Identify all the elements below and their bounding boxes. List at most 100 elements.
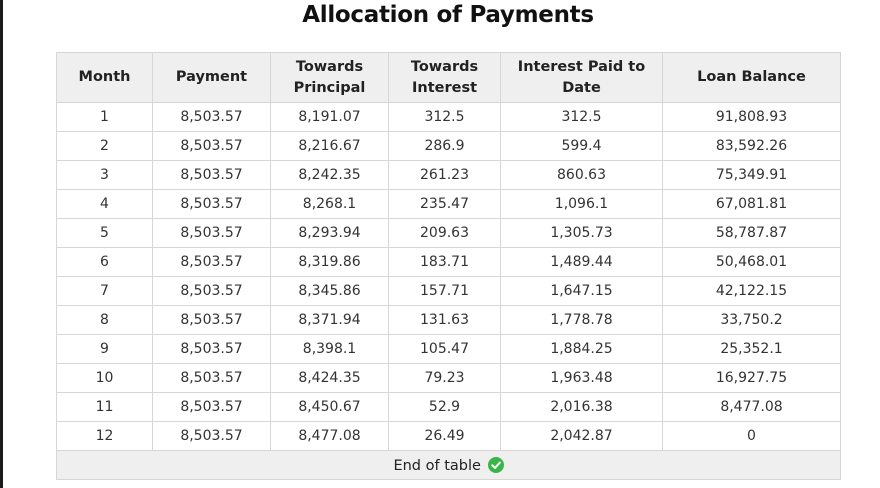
table-footer: End of table <box>56 450 841 480</box>
cell-towards-principal: 8,477.08 <box>270 421 389 451</box>
col-header-towards-principal: Towards Principal <box>270 52 389 103</box>
col-header-loan-balance: Loan Balance <box>662 52 841 103</box>
cell-payment: 8,503.57 <box>152 363 271 393</box>
cell-interest-paid-to-date: 312.5 <box>500 102 663 132</box>
cell-towards-principal: 8,345.86 <box>270 276 389 306</box>
cell-month: 9 <box>56 334 153 364</box>
cell-month: 6 <box>56 247 153 277</box>
table-row: 9 8,503.57 8,398.1 105.47 1,884.25 25,352.1 <box>56 334 841 364</box>
cell-loan-balance: 25,352.1 <box>662 334 841 364</box>
table-row: 11 8,503.57 8,450.67 52.9 2,016.38 8,477.08 <box>56 392 841 422</box>
cell-interest-paid-to-date: 1,647.15 <box>500 276 663 306</box>
cell-towards-interest: 131.63 <box>388 305 501 335</box>
col-header-payment: Payment <box>152 52 271 103</box>
footer-row: End of table <box>56 450 841 480</box>
cell-towards-principal: 8,398.1 <box>270 334 389 364</box>
table-row: 6 8,503.57 8,319.86 183.71 1,489.44 50,468.01 <box>56 247 841 277</box>
table-row: 12 8,503.57 8,477.08 26.49 2,042.87 0 <box>56 421 841 451</box>
cell-loan-balance: 16,927.75 <box>662 363 841 393</box>
cell-towards-principal: 8,242.35 <box>270 160 389 190</box>
cell-payment: 8,503.57 <box>152 102 271 132</box>
cell-payment: 8,503.57 <box>152 305 271 335</box>
cell-payment: 8,503.57 <box>152 218 271 248</box>
cell-month: 5 <box>56 218 153 248</box>
col-header-towards-interest: Towards Interest <box>388 52 501 103</box>
cell-month: 4 <box>56 189 153 219</box>
cell-month: 3 <box>56 160 153 190</box>
window-edge <box>0 0 3 488</box>
table-row: 4 8,503.57 8,268.1 235.47 1,096.1 67,081.81 <box>56 189 841 219</box>
cell-month: 11 <box>56 392 153 422</box>
cell-towards-principal: 8,371.94 <box>270 305 389 335</box>
cell-payment: 8,503.57 <box>152 247 271 277</box>
cell-payment: 8,503.57 <box>152 131 271 161</box>
table-row: 3 8,503.57 8,242.35 261.23 860.63 75,349.91 <box>56 160 841 190</box>
cell-towards-principal: 8,216.67 <box>270 131 389 161</box>
table-row: 7 8,503.57 8,345.86 157.71 1,647.15 42,122.15 <box>56 276 841 306</box>
cell-interest-paid-to-date: 1,305.73 <box>500 218 663 248</box>
cell-towards-interest: 52.9 <box>388 392 501 422</box>
cell-towards-interest: 105.47 <box>388 334 501 364</box>
cell-interest-paid-to-date: 2,042.87 <box>500 421 663 451</box>
table-header: Month Payment Towards Principal Towards … <box>56 52 841 103</box>
col-header-interest-paid-to-date: Interest Paid to Date <box>500 52 663 103</box>
table-row: 10 8,503.57 8,424.35 79.23 1,963.48 16,927.75 <box>56 363 841 393</box>
cell-loan-balance: 58,787.87 <box>662 218 841 248</box>
cell-interest-paid-to-date: 860.63 <box>500 160 663 190</box>
cell-towards-principal: 8,319.86 <box>270 247 389 277</box>
page-title: Allocation of Payments <box>302 2 594 28</box>
cell-loan-balance: 75,349.91 <box>662 160 841 190</box>
table-body: 1 8,503.57 8,191.07 312.5 312.5 91,808.93 2 8,5… <box>56 102 841 451</box>
cell-towards-principal: 8,424.35 <box>270 363 389 393</box>
end-of-table-cell: End of table <box>56 450 841 480</box>
cell-towards-interest: 157.71 <box>388 276 501 306</box>
table-row: 1 8,503.57 8,191.07 312.5 312.5 91,808.93 <box>56 102 841 132</box>
cell-interest-paid-to-date: 2,016.38 <box>500 392 663 422</box>
end-of-table-label: End of table <box>393 457 481 474</box>
cell-loan-balance: 50,468.01 <box>662 247 841 277</box>
cell-payment: 8,503.57 <box>152 334 271 364</box>
cell-loan-balance: 33,750.2 <box>662 305 841 335</box>
cell-payment: 8,503.57 <box>152 276 271 306</box>
cell-payment: 8,503.57 <box>152 160 271 190</box>
cell-towards-principal: 8,450.67 <box>270 392 389 422</box>
cell-towards-principal: 8,293.94 <box>270 218 389 248</box>
cell-loan-balance: 8,477.08 <box>662 392 841 422</box>
table-row: 2 8,503.57 8,216.67 286.9 599.4 83,592.26 <box>56 131 841 161</box>
cell-loan-balance: 67,081.81 <box>662 189 841 219</box>
cell-towards-interest: 183.71 <box>388 247 501 277</box>
cell-month: 1 <box>56 102 153 132</box>
cell-interest-paid-to-date: 1,489.44 <box>500 247 663 277</box>
table-row: 8 8,503.57 8,371.94 131.63 1,778.78 33,750.2 <box>56 305 841 335</box>
cell-towards-interest: 235.47 <box>388 189 501 219</box>
cell-month: 2 <box>56 131 153 161</box>
cell-loan-balance: 83,592.26 <box>662 131 841 161</box>
cell-towards-interest: 79.23 <box>388 363 501 393</box>
col-header-month: Month <box>56 52 153 103</box>
cell-interest-paid-to-date: 1,963.48 <box>500 363 663 393</box>
cell-towards-principal: 8,191.07 <box>270 102 389 132</box>
cell-towards-principal: 8,268.1 <box>270 189 389 219</box>
cell-interest-paid-to-date: 599.4 <box>500 131 663 161</box>
cell-towards-interest: 312.5 <box>388 102 501 132</box>
cell-payment: 8,503.57 <box>152 421 271 451</box>
cell-towards-interest: 286.9 <box>388 131 501 161</box>
allocation-table: Month Payment Towards Principal Towards … <box>56 52 841 480</box>
cell-towards-interest: 261.23 <box>388 160 501 190</box>
cell-payment: 8,503.57 <box>152 189 271 219</box>
cell-towards-interest: 26.49 <box>388 421 501 451</box>
cell-month: 8 <box>56 305 153 335</box>
table-row: 5 8,503.57 8,293.94 209.63 1,305.73 58,787.87 <box>56 218 841 248</box>
cell-month: 12 <box>56 421 153 451</box>
cell-interest-paid-to-date: 1,778.78 <box>500 305 663 335</box>
cell-loan-balance: 42,122.15 <box>662 276 841 306</box>
cell-month: 7 <box>56 276 153 306</box>
cell-month: 10 <box>56 363 153 393</box>
cell-payment: 8,503.57 <box>152 392 271 422</box>
header-row: Month Payment Towards Principal Towards … <box>56 52 841 103</box>
cell-loan-balance: 91,808.93 <box>662 102 841 132</box>
check-circle-icon <box>487 456 504 473</box>
cell-loan-balance: 0 <box>662 421 841 451</box>
cell-interest-paid-to-date: 1,884.25 <box>500 334 663 364</box>
